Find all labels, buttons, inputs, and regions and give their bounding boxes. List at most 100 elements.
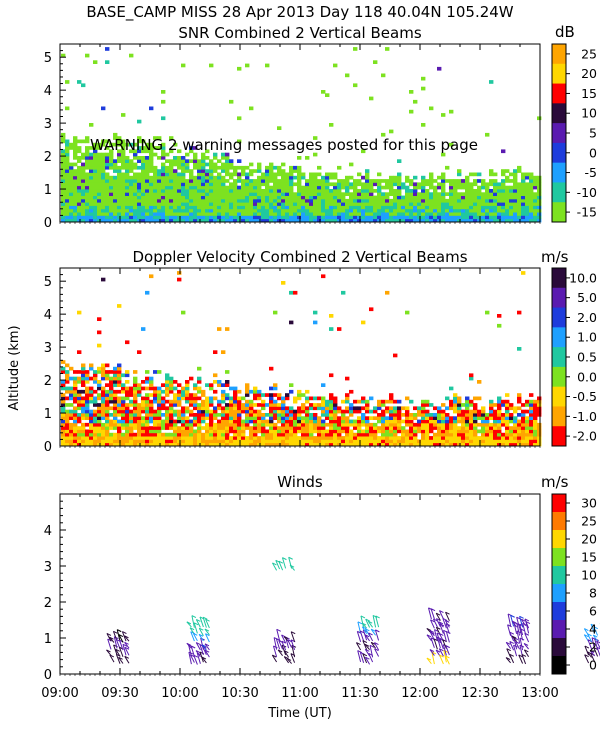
heatmap-cell <box>197 422 202 427</box>
heatmap-cell <box>65 175 70 180</box>
heatmap-cell <box>337 442 342 447</box>
heatmap-cell <box>121 215 126 220</box>
heatmap-cell <box>257 422 262 427</box>
colorbar-label: -1.0 <box>573 409 597 424</box>
heatmap-cell <box>225 198 230 203</box>
heatmap-cell <box>209 198 214 203</box>
heatmap-cell <box>69 432 74 437</box>
heatmap-cell <box>401 202 406 206</box>
heatmap-cell <box>297 185 302 190</box>
heatmap-cell <box>213 413 218 417</box>
heatmap-cell <box>73 208 78 213</box>
heatmap-cell <box>409 205 414 210</box>
heatmap-cell <box>237 439 242 444</box>
heatmap-cell <box>273 393 278 397</box>
heatmap-cell <box>217 182 222 187</box>
heatmap-cell <box>409 215 414 220</box>
heatmap-cell <box>89 409 94 414</box>
heatmap-cell <box>249 212 254 216</box>
heatmap-cell <box>293 198 298 203</box>
heatmap-cell <box>413 202 418 206</box>
heatmap-cell <box>137 439 142 444</box>
heatmap-cell <box>121 192 126 196</box>
heatmap-cell <box>533 442 538 447</box>
heatmap-cell <box>81 83 86 88</box>
heatmap-cell <box>97 403 102 407</box>
heatmap-cell <box>141 165 146 170</box>
heatmap-cell <box>365 426 370 430</box>
heatmap-cell <box>493 198 498 203</box>
heatmap-cell <box>253 215 258 220</box>
heatmap-cell <box>333 406 338 411</box>
heatmap-cell <box>169 399 174 404</box>
heatmap-cell <box>117 185 122 190</box>
heatmap-cell <box>129 218 134 223</box>
heatmap-cell <box>525 192 530 196</box>
heatmap-cell <box>205 182 210 187</box>
heatmap-cell <box>421 86 426 91</box>
wind-barb-flag <box>368 632 373 636</box>
wind-barb-flag <box>435 612 441 616</box>
wind-barb-flag <box>515 641 520 644</box>
heatmap-cell <box>337 192 342 196</box>
heatmap-cell <box>429 403 434 407</box>
heatmap-cell <box>289 436 294 440</box>
heatmap-cell <box>421 202 426 206</box>
heatmap-cell <box>205 172 210 177</box>
wind-barb-flag <box>590 623 596 627</box>
heatmap-cell <box>69 376 74 381</box>
heatmap-cell <box>333 429 338 434</box>
heatmap-cell <box>329 205 334 210</box>
heatmap-cell <box>193 165 198 170</box>
heatmap-cell <box>217 192 222 196</box>
heatmap-cell <box>169 208 174 213</box>
heatmap-cell <box>201 179 206 183</box>
heatmap-cell <box>393 175 398 180</box>
wind-barb <box>511 620 518 628</box>
heatmap-cell <box>141 179 146 183</box>
heatmap-cell <box>437 432 442 437</box>
wind-barb-flag <box>510 614 515 618</box>
heatmap-cell <box>117 182 122 187</box>
heatmap-cell <box>73 393 78 397</box>
heatmap-cell <box>149 208 154 213</box>
heatmap-cell <box>381 208 386 213</box>
heatmap-cell <box>329 208 334 213</box>
heatmap-cell <box>301 403 306 407</box>
heatmap-cell <box>517 189 522 193</box>
heatmap-cell <box>241 429 246 434</box>
heatmap-cell <box>421 212 426 216</box>
heatmap-cell <box>153 386 158 391</box>
heatmap-cell <box>489 212 494 216</box>
heatmap-cell <box>61 182 66 187</box>
heatmap-cell <box>285 422 290 427</box>
heatmap-cell <box>425 413 430 417</box>
heatmap-cell <box>157 195 162 200</box>
heatmap-cell <box>61 393 66 397</box>
heatmap-cell <box>337 198 342 203</box>
heatmap-cell <box>341 436 346 440</box>
heatmap-cell <box>421 205 426 210</box>
heatmap-cell <box>289 215 294 220</box>
heatmap-cell <box>101 152 106 157</box>
heatmap-cell <box>69 218 74 223</box>
heatmap-cell <box>377 436 382 440</box>
heatmap-cell <box>493 179 498 183</box>
heatmap-cell <box>485 416 490 420</box>
heatmap-cell <box>361 396 366 401</box>
heatmap-cell <box>105 370 110 374</box>
heatmap-cell <box>517 393 522 397</box>
heatmap-cell <box>529 399 534 404</box>
heatmap-cell <box>313 202 318 206</box>
heatmap-cell <box>201 218 206 223</box>
heatmap-cell <box>213 175 218 180</box>
wind-barb-flag <box>375 615 380 619</box>
heatmap-cell <box>229 202 234 206</box>
heatmap-cell <box>409 212 414 216</box>
heatmap-cell <box>245 409 250 414</box>
heatmap-cell <box>301 218 306 223</box>
heatmap-cell <box>125 439 130 444</box>
heatmap-cell <box>73 370 78 374</box>
heatmap-cell <box>309 432 314 437</box>
heatmap-cell <box>109 202 114 206</box>
